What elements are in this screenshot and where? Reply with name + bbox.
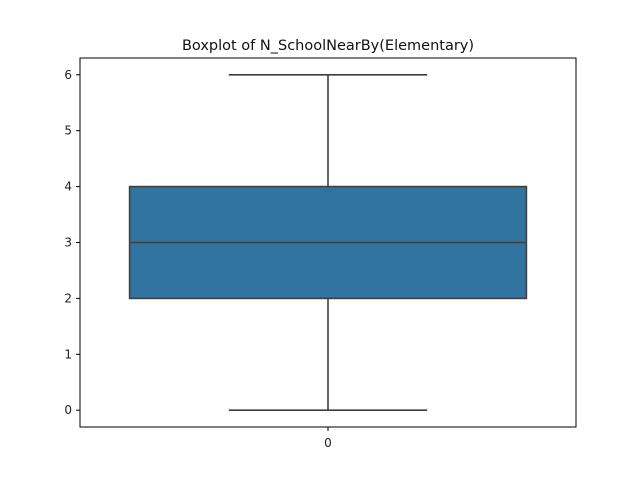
y-tick-label: 5 bbox=[64, 124, 72, 138]
y-tick-label: 6 bbox=[64, 68, 72, 82]
y-tick-label: 4 bbox=[64, 180, 72, 194]
chart-title: Boxplot of N_SchoolNearBy(Elementary) bbox=[182, 38, 474, 54]
y-tick-label: 0 bbox=[64, 403, 72, 417]
box-group bbox=[128, 73, 528, 412]
y-tick-label: 1 bbox=[64, 347, 72, 361]
y-tick-label: 2 bbox=[64, 291, 72, 305]
y-axis: 0 1 2 3 4 5 6 bbox=[64, 68, 80, 417]
plot-area bbox=[128, 73, 528, 412]
y-tick-label: 3 bbox=[64, 236, 72, 250]
x-tick-label: 0 bbox=[324, 436, 332, 450]
x-axis: 0 bbox=[324, 427, 332, 450]
